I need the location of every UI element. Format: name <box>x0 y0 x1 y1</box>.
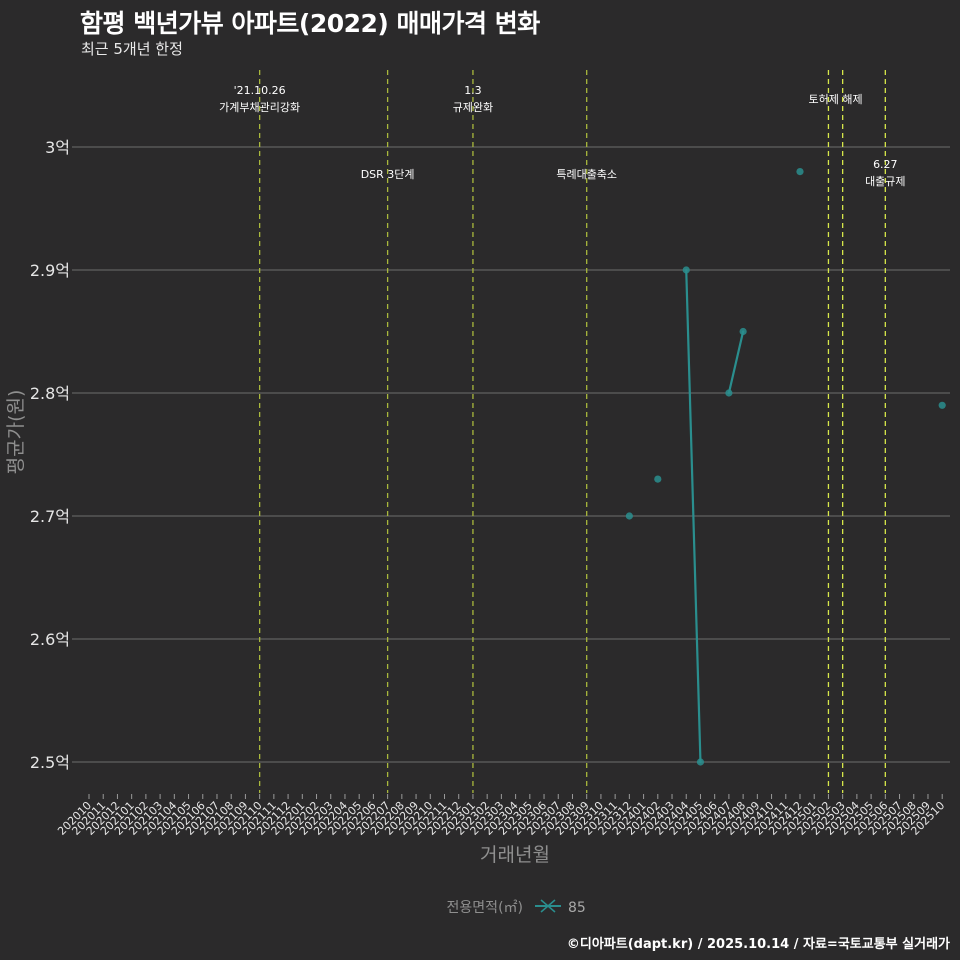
data-point <box>938 401 946 409</box>
event-annotation: 6.27 <box>873 158 898 171</box>
legend-label-85: 85 <box>568 900 586 916</box>
y-tick-label: 2.8억 <box>30 384 70 403</box>
y-tick-label: 2.5억 <box>30 753 70 772</box>
data-point <box>682 266 690 274</box>
data-point <box>739 327 747 336</box>
event-annotation: 가계부채관리강화 <box>219 101 300 114</box>
event-annotation: 특례대출축소 <box>556 168 617 181</box>
event-annotation: '21.10.26 <box>234 84 286 97</box>
y-axis-title: 평균가(원) <box>5 390 27 475</box>
data-point <box>725 389 733 397</box>
data-series <box>625 168 946 766</box>
y-tick-label: 2.6억 <box>30 630 70 649</box>
data-point <box>796 168 804 176</box>
y-tick-label: 3억 <box>45 138 70 157</box>
y-axis: 3억 2.9억 2.8억 2.7억 2.6억 2.5억 <box>30 138 77 772</box>
data-point <box>654 475 662 483</box>
series-segment <box>685 268 702 764</box>
series-segment <box>727 330 745 395</box>
legend-key-icon <box>535 899 561 913</box>
chart-subtitle: 최근 5개년 한정 <box>81 40 183 58</box>
x-axis-title: 거래년월 <box>480 844 550 866</box>
legend-title: 전용면적(㎡) <box>447 900 523 916</box>
event-annotation: 1.3 <box>464 84 482 97</box>
data-point <box>625 512 633 520</box>
chart-title: 함평 백년가뷰 아파트(2022) 매매가격 변화 <box>80 9 540 38</box>
event-annotation: 토허제 해제 <box>808 92 862 106</box>
event-annotation: DSR 3단계 <box>361 168 415 181</box>
event-annotation: 규제완화 <box>453 101 493 114</box>
legend: 전용면적(㎡) 85 <box>447 899 586 916</box>
data-point <box>696 758 705 766</box>
y-tick-label: 2.7억 <box>30 507 70 526</box>
gridlines <box>77 146 950 763</box>
source-credit: ©디아파트(dapt.kr) / 2025.10.14 / 자료=국토교통부 실… <box>566 937 950 952</box>
y-tick-label: 2.9억 <box>30 261 70 280</box>
event-annotation: 대출규제 <box>865 175 905 188</box>
x-axis: 2020102020112020122021012021022021032021… <box>55 794 947 838</box>
